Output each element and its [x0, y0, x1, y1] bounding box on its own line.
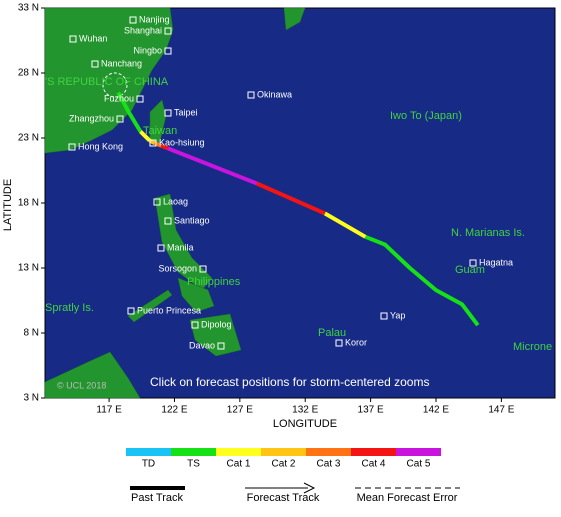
track [116, 91, 480, 327]
region-label: Microne [513, 341, 552, 353]
x-tick-label: 137 E [358, 405, 384, 416]
track-segment [139, 130, 152, 143]
region-label: N. Marianas Is. [451, 227, 525, 239]
legend-label: TS [187, 459, 200, 470]
place-marker [129, 16, 137, 24]
place-marker [149, 139, 157, 147]
place-label: Hagatna [479, 257, 513, 267]
legend-swatch [216, 448, 261, 456]
place-label: Hong Kong [78, 141, 123, 151]
y-tick-label: 13 N [18, 263, 39, 274]
region-label: Iwo To (Japan) [390, 110, 462, 122]
x-tick-label: 122 E [161, 405, 187, 416]
place-label: Nanchang [101, 58, 142, 68]
y-tick-label: 3 N [23, 393, 39, 404]
region-label: Spratly Is. [45, 302, 94, 314]
place-label: Zhangzhou [69, 113, 114, 123]
note[interactable]: Click on forecast positions for storm-ce… [150, 375, 429, 389]
place-marker [191, 321, 199, 329]
y-tick-label: 18 N [18, 198, 39, 209]
forecast-error-circle [102, 72, 128, 98]
place-marker [217, 342, 225, 350]
y-tick-label: 28 N [18, 68, 39, 79]
place-marker [68, 143, 76, 151]
place-label: Laoag [163, 196, 188, 206]
copyright: © UCL 2018 [57, 380, 106, 390]
x-tick-label: 117 E [96, 405, 122, 416]
legend-label: Forecast Track [247, 492, 320, 504]
place-label: Shanghai [124, 25, 162, 35]
y-axis-label: LATITUDE [2, 179, 14, 231]
legend-swatch [171, 448, 216, 456]
place-label: Kao-hsiung [159, 137, 205, 147]
legend-label: Past Track [131, 492, 183, 504]
place-marker [335, 339, 343, 347]
place-label: Puerto Princesa [137, 305, 201, 315]
legend-label: Cat 2 [272, 459, 296, 470]
x-tick-label: 147 E [488, 405, 514, 416]
place-marker [116, 115, 124, 123]
legend-label: TD [142, 459, 155, 470]
region-label: 'S REPUBLIC OF CHINA [45, 76, 169, 88]
place-label: Fuzhou [104, 93, 134, 103]
legend-swatch [351, 448, 396, 456]
place-label: Wuhan [79, 33, 107, 43]
place-marker [380, 312, 388, 320]
legend-label: Cat 1 [227, 459, 251, 470]
place-label: Sorsogon [158, 263, 197, 273]
place-label: Yap [390, 310, 405, 320]
x-axis-label: LONGITUDE [273, 418, 337, 430]
place-label: Davao [189, 340, 215, 350]
place-marker [157, 244, 165, 252]
region-label: Palau [318, 327, 346, 339]
place-label: Okinawa [257, 89, 292, 99]
track-segment [167, 146, 258, 186]
place-marker [153, 198, 161, 206]
place-marker [164, 47, 172, 55]
legend-swatch [396, 448, 441, 456]
region-label: Taiwan [143, 125, 177, 137]
region-label: Philippines [187, 276, 241, 288]
legend-label: Cat 4 [362, 459, 386, 470]
x-tick-label: 132 E [292, 405, 318, 416]
place-label: Manila [167, 242, 194, 252]
track-segment [364, 234, 480, 327]
legend-label: Mean Forecast Error [357, 492, 458, 504]
track-segment [256, 181, 326, 216]
forecast-arrow [303, 482, 316, 494]
place-label: Nanjing [139, 14, 170, 24]
x-tick-label: 142 E [423, 405, 449, 416]
land [44, 7, 306, 399]
track-segment [160, 143, 169, 151]
legend-swatch [126, 448, 171, 456]
place-marker [136, 95, 144, 103]
y-tick-label: 23 N [18, 133, 39, 144]
place-label: Taipei [174, 107, 198, 117]
legend-swatch [306, 448, 351, 456]
place-label: Santiago [174, 215, 210, 225]
y-tick-label: 33 N [18, 3, 39, 14]
place-label: Dipolog [201, 319, 232, 329]
place-marker [469, 259, 477, 267]
legend-swatch [261, 448, 306, 456]
x-tick-label: 127 E [227, 405, 253, 416]
place-label: Koror [345, 337, 367, 347]
place-marker [199, 265, 207, 273]
place-label: Ningbo [133, 45, 162, 55]
place-marker [69, 35, 77, 43]
legend-label: Cat 3 [317, 459, 341, 470]
legend-label: Cat 5 [407, 459, 431, 470]
track-segment [323, 211, 367, 239]
place-marker [127, 307, 135, 315]
region-label: Guam [455, 264, 485, 276]
place-marker [164, 27, 172, 35]
track-segment [116, 91, 143, 133]
place-marker [164, 217, 172, 225]
y-tick-label: 8 N [23, 328, 39, 339]
place-marker [164, 109, 172, 117]
place-marker [247, 91, 255, 99]
place-marker [91, 60, 99, 68]
